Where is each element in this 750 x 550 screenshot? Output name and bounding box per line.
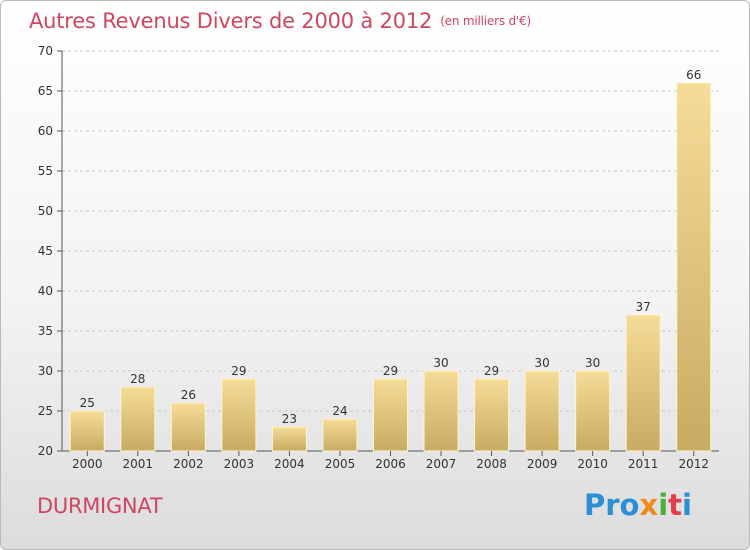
bar [575,370,611,452]
bar [423,370,459,452]
bar [120,386,156,452]
bar-value-label: 24 [332,404,347,418]
bar-value-label: 23 [282,412,297,426]
bar-value-label: 30 [433,356,448,370]
x-tick-label: 2007 [426,457,457,471]
y-tick-label: 20 [38,444,53,458]
bar-value-label: 66 [686,68,701,82]
x-tick-label: 2009 [527,457,558,471]
bar [474,378,510,452]
x-tick-label: 2003 [224,457,255,471]
bar [676,82,712,452]
bar [373,378,408,452]
y-tick-label: 65 [38,84,53,98]
y-tick-label: 25 [38,404,53,418]
bar [322,418,358,452]
chart-subtitle: (en milliers d'€) [440,14,531,28]
proxiti-logo: Proxiti [584,488,692,522]
x-tick-label: 2006 [375,457,406,471]
y-tick-label: 40 [38,284,53,298]
city-name: DURMIGNAT [37,494,163,518]
y-tick-label: 30 [38,364,53,378]
bar-value-label: 25 [80,396,95,410]
x-tick-label: 2001 [123,457,154,471]
bar [170,402,206,452]
bar-value-label: 30 [585,356,600,370]
bar [69,410,105,452]
x-tick-label: 2000 [72,457,103,471]
bar-value-label: 29 [484,364,499,378]
y-tick-label: 35 [38,324,53,338]
bar [524,370,560,452]
x-tick-label: 2008 [476,457,507,471]
logo-part-2: x [639,488,659,522]
logo-part-4: t [668,488,683,522]
bar [625,314,661,452]
bar-value-label: 29 [383,364,398,378]
x-tick-label: 2011 [628,457,659,471]
chart-title: Autres Revenus Divers de 2000 à 2012 (en … [29,9,531,33]
y-tick-label: 70 [38,44,53,58]
y-tick-label: 60 [38,124,53,138]
bar-value-label: 30 [534,356,549,370]
logo-part-3: i [658,488,669,522]
chart-title-text: Autres Revenus Divers de 2000 à 2012 [29,9,433,33]
y-tick-label: 45 [38,244,53,258]
bar-value-label: 37 [636,300,651,314]
logo-part-1: Pro [584,488,640,522]
x-tick-label: 2002 [173,457,204,471]
x-tick-label: 2005 [325,457,356,471]
bar [271,426,307,452]
bar [221,378,257,452]
bar-value-label: 26 [181,388,196,402]
y-tick-label: 50 [38,204,53,218]
x-tick-label: 2012 [678,457,709,471]
bar-value-label: 28 [130,372,145,386]
x-tick-label: 2010 [577,457,608,471]
x-tick-label: 2004 [274,457,305,471]
logo-part-5: i [682,488,692,522]
y-tick-label: 55 [38,164,53,178]
bar-value-label: 29 [231,364,246,378]
